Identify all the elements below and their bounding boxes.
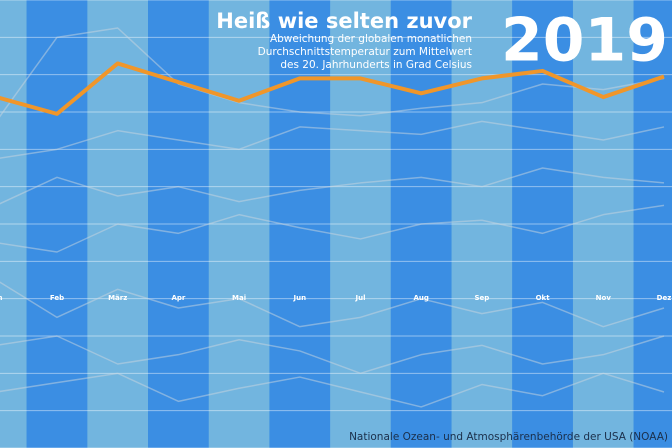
chart-title: Heiß wie selten zuvor bbox=[216, 9, 472, 33]
highlight-line bbox=[0, 61, 665, 116]
x-tick-label: Feb bbox=[50, 294, 64, 302]
month-band bbox=[0, 0, 27, 448]
year-line bbox=[0, 372, 665, 408]
x-tick-label: März bbox=[108, 294, 127, 302]
year-line bbox=[0, 167, 665, 205]
month-band bbox=[208, 0, 270, 448]
x-tick-label: Dez bbox=[657, 294, 672, 302]
x-tick-label: Okt bbox=[536, 294, 551, 302]
year-line bbox=[0, 120, 665, 159]
year-line bbox=[0, 281, 665, 328]
subtitle: Abweichung der globalen monatlichen bbox=[270, 33, 472, 45]
x-tick-label: Sep bbox=[474, 294, 489, 302]
month-band bbox=[633, 0, 672, 448]
month-band bbox=[26, 0, 88, 448]
x-tick-label: Mai bbox=[232, 294, 246, 302]
year-line bbox=[0, 335, 665, 375]
year-line bbox=[0, 27, 665, 118]
source: Nationale Ozean- und Atmosphärenbehörde … bbox=[349, 431, 668, 443]
x-tick-label: Nov bbox=[596, 294, 612, 302]
year-label: 2019 bbox=[501, 6, 668, 76]
subtitle: Durchschnittstemperatur zum Mittelwert bbox=[258, 46, 472, 58]
x-tick-label: Apr bbox=[171, 294, 185, 302]
subtitle: des 20. Jahrhunderts in Grad Celsius bbox=[280, 59, 472, 71]
x-tick-label: Aug bbox=[413, 294, 428, 302]
year-line bbox=[0, 204, 665, 253]
x-tick-label: Jun bbox=[293, 294, 307, 302]
x-tick-label: Jan bbox=[0, 294, 2, 302]
x-tick-label: Jul bbox=[355, 294, 366, 302]
